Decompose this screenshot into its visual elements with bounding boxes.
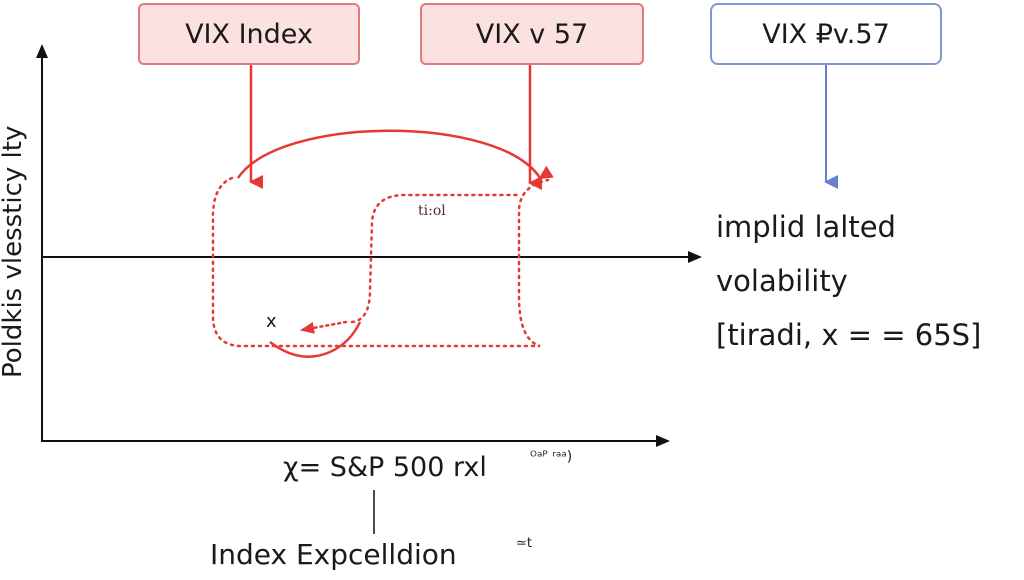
x-marker-label: x — [266, 311, 277, 332]
top-red-arc — [236, 129, 554, 180]
x-axis-label: χ= S&P 500 rxl — [283, 452, 487, 483]
side-note-line-3: [tiradi, x = = 65S] — [716, 318, 982, 352]
y-axis-label: Poldkis vlessticy lty — [0, 125, 28, 378]
vix-index-box-label: VIX Index — [185, 18, 313, 50]
small-dotted-arrow — [300, 320, 348, 334]
vix-fv57-box-label: VIX ₽v.57 — [762, 18, 890, 50]
bottom-red-arc — [269, 321, 362, 358]
index-expectation-label: Index Expcelldion — [210, 538, 457, 571]
inner-loop-label: ti:ol — [418, 203, 446, 219]
side-note-line-2: volability — [716, 264, 848, 298]
index-expectation-superscript: ≃t — [516, 536, 532, 551]
x-axis-superscript: ᴼᵃᴾ ʳᵃᵃ) — [530, 449, 573, 465]
vix-index-box: VIX Index — [138, 3, 360, 65]
vix-v57-box: VIX v 57 — [420, 3, 644, 65]
side-note-line-1: implid lalted — [716, 210, 896, 244]
vix-fv57-box: VIX ₽v.57 — [710, 3, 942, 65]
vix-v57-box-label: VIX v 57 — [475, 18, 589, 50]
outer-dotted-loop — [211, 176, 550, 348]
